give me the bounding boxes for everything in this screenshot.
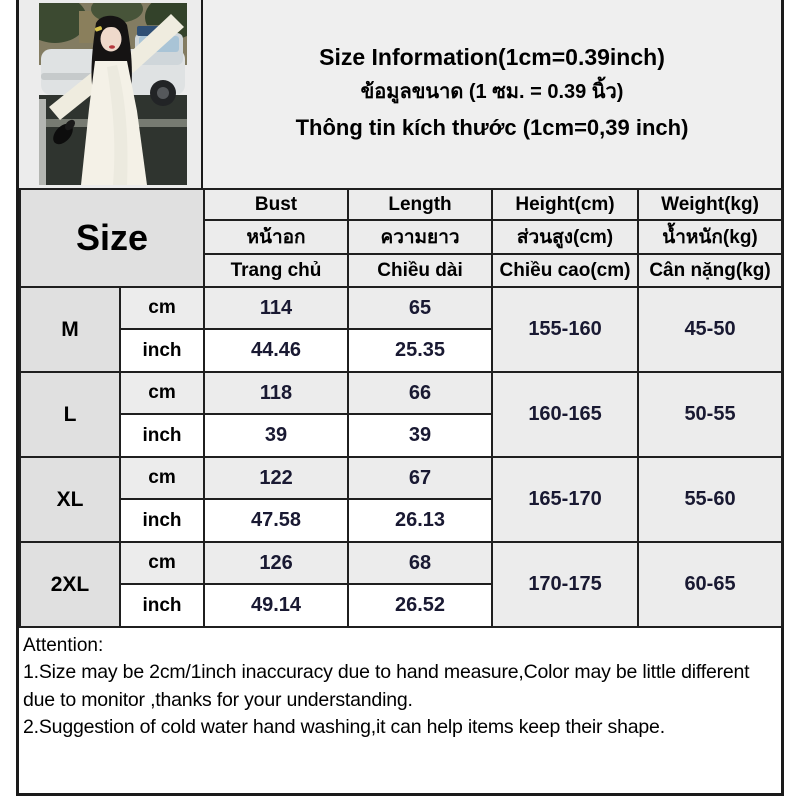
col-header-bust-th: หน้าอก <box>203 219 350 255</box>
unit-inch-label: inch <box>118 498 206 543</box>
bust-cm-value: 118 <box>203 371 350 415</box>
col-header-weight-vi: Cân nặng(kg) <box>637 253 784 288</box>
weight-range-value: 45-50 <box>637 286 784 373</box>
length-inch-value: 26.52 <box>347 583 494 628</box>
attention-notes: Attention: 1.Size may be 2cm/1inch inacc… <box>19 628 781 742</box>
banner: Size Information(1cm=0.39inch) ข้อมูลขนา… <box>19 0 781 188</box>
col-header-length-en: Length <box>347 188 494 221</box>
col-header-height-en: Height(cm) <box>491 188 640 221</box>
size-table: Size Bust Length Height(cm) Weight(kg) ห… <box>18 188 784 628</box>
size-label-2xl: 2XL <box>19 541 121 628</box>
size-column-header: Size <box>18 188 206 288</box>
bust-inch-value: 39 <box>203 413 350 458</box>
weight-range-value: 55-60 <box>637 456 784 543</box>
attention-heading: Attention: <box>23 635 104 656</box>
title-vietnamese: Thông tin kích thước (1cm=0,39 inch) <box>295 115 689 140</box>
col-header-height-th: ส่วนสูง(cm) <box>491 219 640 255</box>
size-label-l: L <box>19 371 121 458</box>
weight-range-value: 50-55 <box>637 371 784 458</box>
bust-cm-value: 126 <box>203 541 350 585</box>
length-cm-value: 67 <box>347 456 494 500</box>
height-range-value: 165-170 <box>491 456 640 543</box>
unit-cm-label: cm <box>118 541 206 585</box>
length-cm-value: 66 <box>347 371 494 415</box>
unit-cm-label: cm <box>118 456 206 500</box>
col-header-weight-th: น้ำหนัก(kg) <box>637 219 784 255</box>
length-cm-value: 68 <box>347 541 494 585</box>
length-inch-value: 39 <box>347 413 494 458</box>
title-english: Size Information(1cm=0.39inch) <box>319 44 665 70</box>
bust-inch-value: 49.14 <box>203 583 350 628</box>
size-chart-sheet: Size Information(1cm=0.39inch) ข้อมูลขนา… <box>16 0 784 796</box>
bust-cm-value: 114 <box>203 286 350 330</box>
unit-cm-label: cm <box>118 286 206 330</box>
product-photo-cell <box>19 0 203 188</box>
height-range-value: 155-160 <box>491 286 640 373</box>
col-header-length-th: ความยาว <box>347 219 494 255</box>
height-range-value: 160-165 <box>491 371 640 458</box>
col-header-height-vi: Chiều cao(cm) <box>491 253 640 288</box>
col-header-length-vi: Chiều dài <box>347 253 494 288</box>
bust-inch-value: 47.58 <box>203 498 350 543</box>
length-inch-value: 25.35 <box>347 328 494 373</box>
title-thai: ข้อมูลขนาด (1 ซม. = 0.39 นิ้ว) <box>360 81 624 103</box>
length-cm-value: 65 <box>347 286 494 330</box>
height-range-value: 170-175 <box>491 541 640 628</box>
size-info-title-block: Size Information(1cm=0.39inch) ข้อมูลขนา… <box>203 0 781 188</box>
unit-cm-label: cm <box>118 371 206 415</box>
unit-inch-label: inch <box>118 328 206 373</box>
col-header-weight-en: Weight(kg) <box>637 188 784 221</box>
model-photo <box>39 3 187 185</box>
attention-note-2: 2.Suggestion of cold water hand washing,… <box>23 716 665 738</box>
size-label-m: M <box>19 286 121 373</box>
weight-range-value: 60-65 <box>637 541 784 628</box>
col-header-bust-en: Bust <box>203 188 350 221</box>
unit-inch-label: inch <box>118 583 206 628</box>
size-label-xl: XL <box>19 456 121 543</box>
bust-inch-value: 44.46 <box>203 328 350 373</box>
attention-note-1: 1.Size may be 2cm/1inch inaccuracy due t… <box>23 661 750 711</box>
bust-cm-value: 122 <box>203 456 350 500</box>
length-inch-value: 26.13 <box>347 498 494 543</box>
col-header-bust-vi: Trang chủ <box>203 253 350 288</box>
unit-inch-label: inch <box>118 413 206 458</box>
